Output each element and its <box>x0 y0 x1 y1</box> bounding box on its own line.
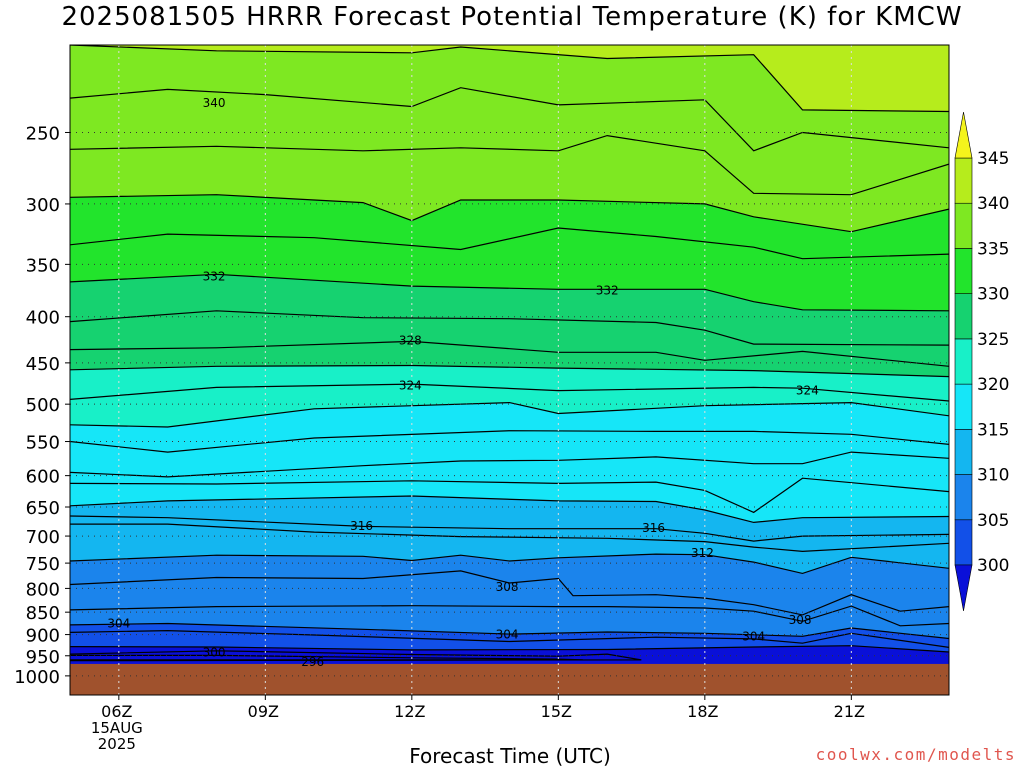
ground-layer <box>70 663 949 695</box>
colorbar-swatch <box>954 429 973 475</box>
colorbar-min-arrow <box>954 564 973 612</box>
contour-line <box>70 654 583 661</box>
x-tick-label: 09Z <box>248 702 279 721</box>
y-tick-label: 350 <box>26 255 60 276</box>
x-tick-label: 06Z <box>101 702 132 721</box>
contour-label: 300 <box>203 645 226 659</box>
y-tick-label: 800 <box>26 579 60 600</box>
y-tick-label: 300 <box>26 195 60 216</box>
y-tick-label: 700 <box>26 527 60 548</box>
colorbar-swatch <box>954 338 973 385</box>
contour-label: 308 <box>789 613 812 627</box>
contour-line <box>70 430 949 453</box>
colorbar-swatch <box>954 202 973 249</box>
contour-label: 316 <box>350 519 373 533</box>
y-tick-label: 500 <box>26 395 60 416</box>
contour-label: 324 <box>399 379 422 393</box>
colorbar-swatch <box>954 248 973 294</box>
contour-labels: 340 332 332 328 324 324 316 316 312 308 308 304 304 3… <box>107 96 818 669</box>
y-tick-label: 850 <box>26 603 60 624</box>
contour-label: 296 <box>301 655 324 669</box>
y-tick-label: 400 <box>26 308 60 329</box>
contour-line <box>70 622 949 640</box>
y-tick-label: 600 <box>26 467 60 488</box>
gridlines <box>70 45 949 695</box>
axes: 2503003504004505005506006507007508008509… <box>14 44 950 753</box>
colorbar: 300 305 310 315 320 325 330 335 340 345 <box>954 111 1009 612</box>
colorbar-label: 305 <box>977 511 1009 531</box>
colorbar-label: 300 <box>977 556 1009 576</box>
contour-line <box>70 364 949 378</box>
contour-line <box>70 340 949 367</box>
colorbar-swatch <box>954 293 973 340</box>
contour-line <box>70 45 949 113</box>
y-tick-label: 650 <box>26 498 60 519</box>
plot-area: 340 332 332 328 324 324 316 316 312 308 308 304 304 3… <box>70 45 949 695</box>
contour-label: 304 <box>107 617 130 631</box>
contour-line <box>70 194 949 233</box>
colorbar-label: 310 <box>977 466 1009 486</box>
contour-line <box>70 227 949 260</box>
x-axis-label: Forecast Time (UTC) <box>409 744 611 768</box>
colorbar-label: 340 <box>977 194 1009 214</box>
contour-label: 332 <box>596 283 619 297</box>
contour-line <box>70 515 949 542</box>
contour-lines <box>70 45 949 662</box>
colorbar-max-arrow <box>954 111 973 159</box>
x-tick-label: 15AUG <box>91 719 143 737</box>
contour-line <box>70 523 949 553</box>
contour-line <box>70 87 949 152</box>
contour-line <box>70 553 949 575</box>
plot-frame <box>69 44 950 696</box>
contour-line <box>70 273 949 312</box>
y-tick-label: 900 <box>26 626 60 647</box>
chart-title: 2025081505 HRRR Forecast Potential Tempe… <box>61 2 963 32</box>
x-tick-label: 18Z <box>687 702 718 721</box>
y-tick-label: 1000 <box>14 667 60 688</box>
colorbar-swatch <box>954 383 973 430</box>
contour-line <box>70 383 949 402</box>
contour-line <box>70 477 949 514</box>
contour-label: 324 <box>796 384 819 398</box>
colorbar-swatch <box>954 519 973 566</box>
site-credit[interactable]: coolwx.com/modelts <box>815 745 1016 764</box>
y-tick-label: 750 <box>26 554 60 575</box>
y-tick-label: 550 <box>26 433 60 454</box>
colorbar-swatch <box>954 474 973 521</box>
contour-label: 332 <box>203 269 226 283</box>
contour-line <box>70 134 949 196</box>
colorbar-label: 325 <box>977 330 1009 350</box>
contour-label: 312 <box>691 546 714 560</box>
colorbar-label: 330 <box>977 285 1009 305</box>
contour-line <box>70 605 949 627</box>
y-tick-label: 950 <box>26 647 60 668</box>
x-tick-label: 21Z <box>834 702 865 721</box>
contour-label: 340 <box>203 96 226 110</box>
y-tick-label: 250 <box>26 123 60 144</box>
filled-contours <box>70 45 949 695</box>
contour-label: 308 <box>496 580 519 594</box>
contour-label: 304 <box>742 630 765 644</box>
colorbar-label: 345 <box>977 149 1009 169</box>
colorbar-swatch <box>954 157 973 204</box>
x-tick-label: 15Z <box>541 702 572 721</box>
contour-label: 316 <box>642 521 665 535</box>
contour-label: 304 <box>496 628 519 642</box>
x-tick-label: 12Z <box>394 702 425 721</box>
contour-line <box>70 570 949 616</box>
contour-line <box>70 629 949 648</box>
contour-line <box>70 401 949 428</box>
contour-label: 328 <box>399 333 422 347</box>
colorbar-label: 315 <box>977 420 1009 440</box>
contour-line <box>70 650 642 662</box>
contour-line <box>70 310 949 346</box>
colorbar-label: 335 <box>977 239 1009 259</box>
y-tick-label: 450 <box>26 354 60 375</box>
colorbar-label: 320 <box>977 375 1009 395</box>
x-tick-label: 2025 <box>98 735 136 753</box>
contour-line <box>70 495 949 524</box>
